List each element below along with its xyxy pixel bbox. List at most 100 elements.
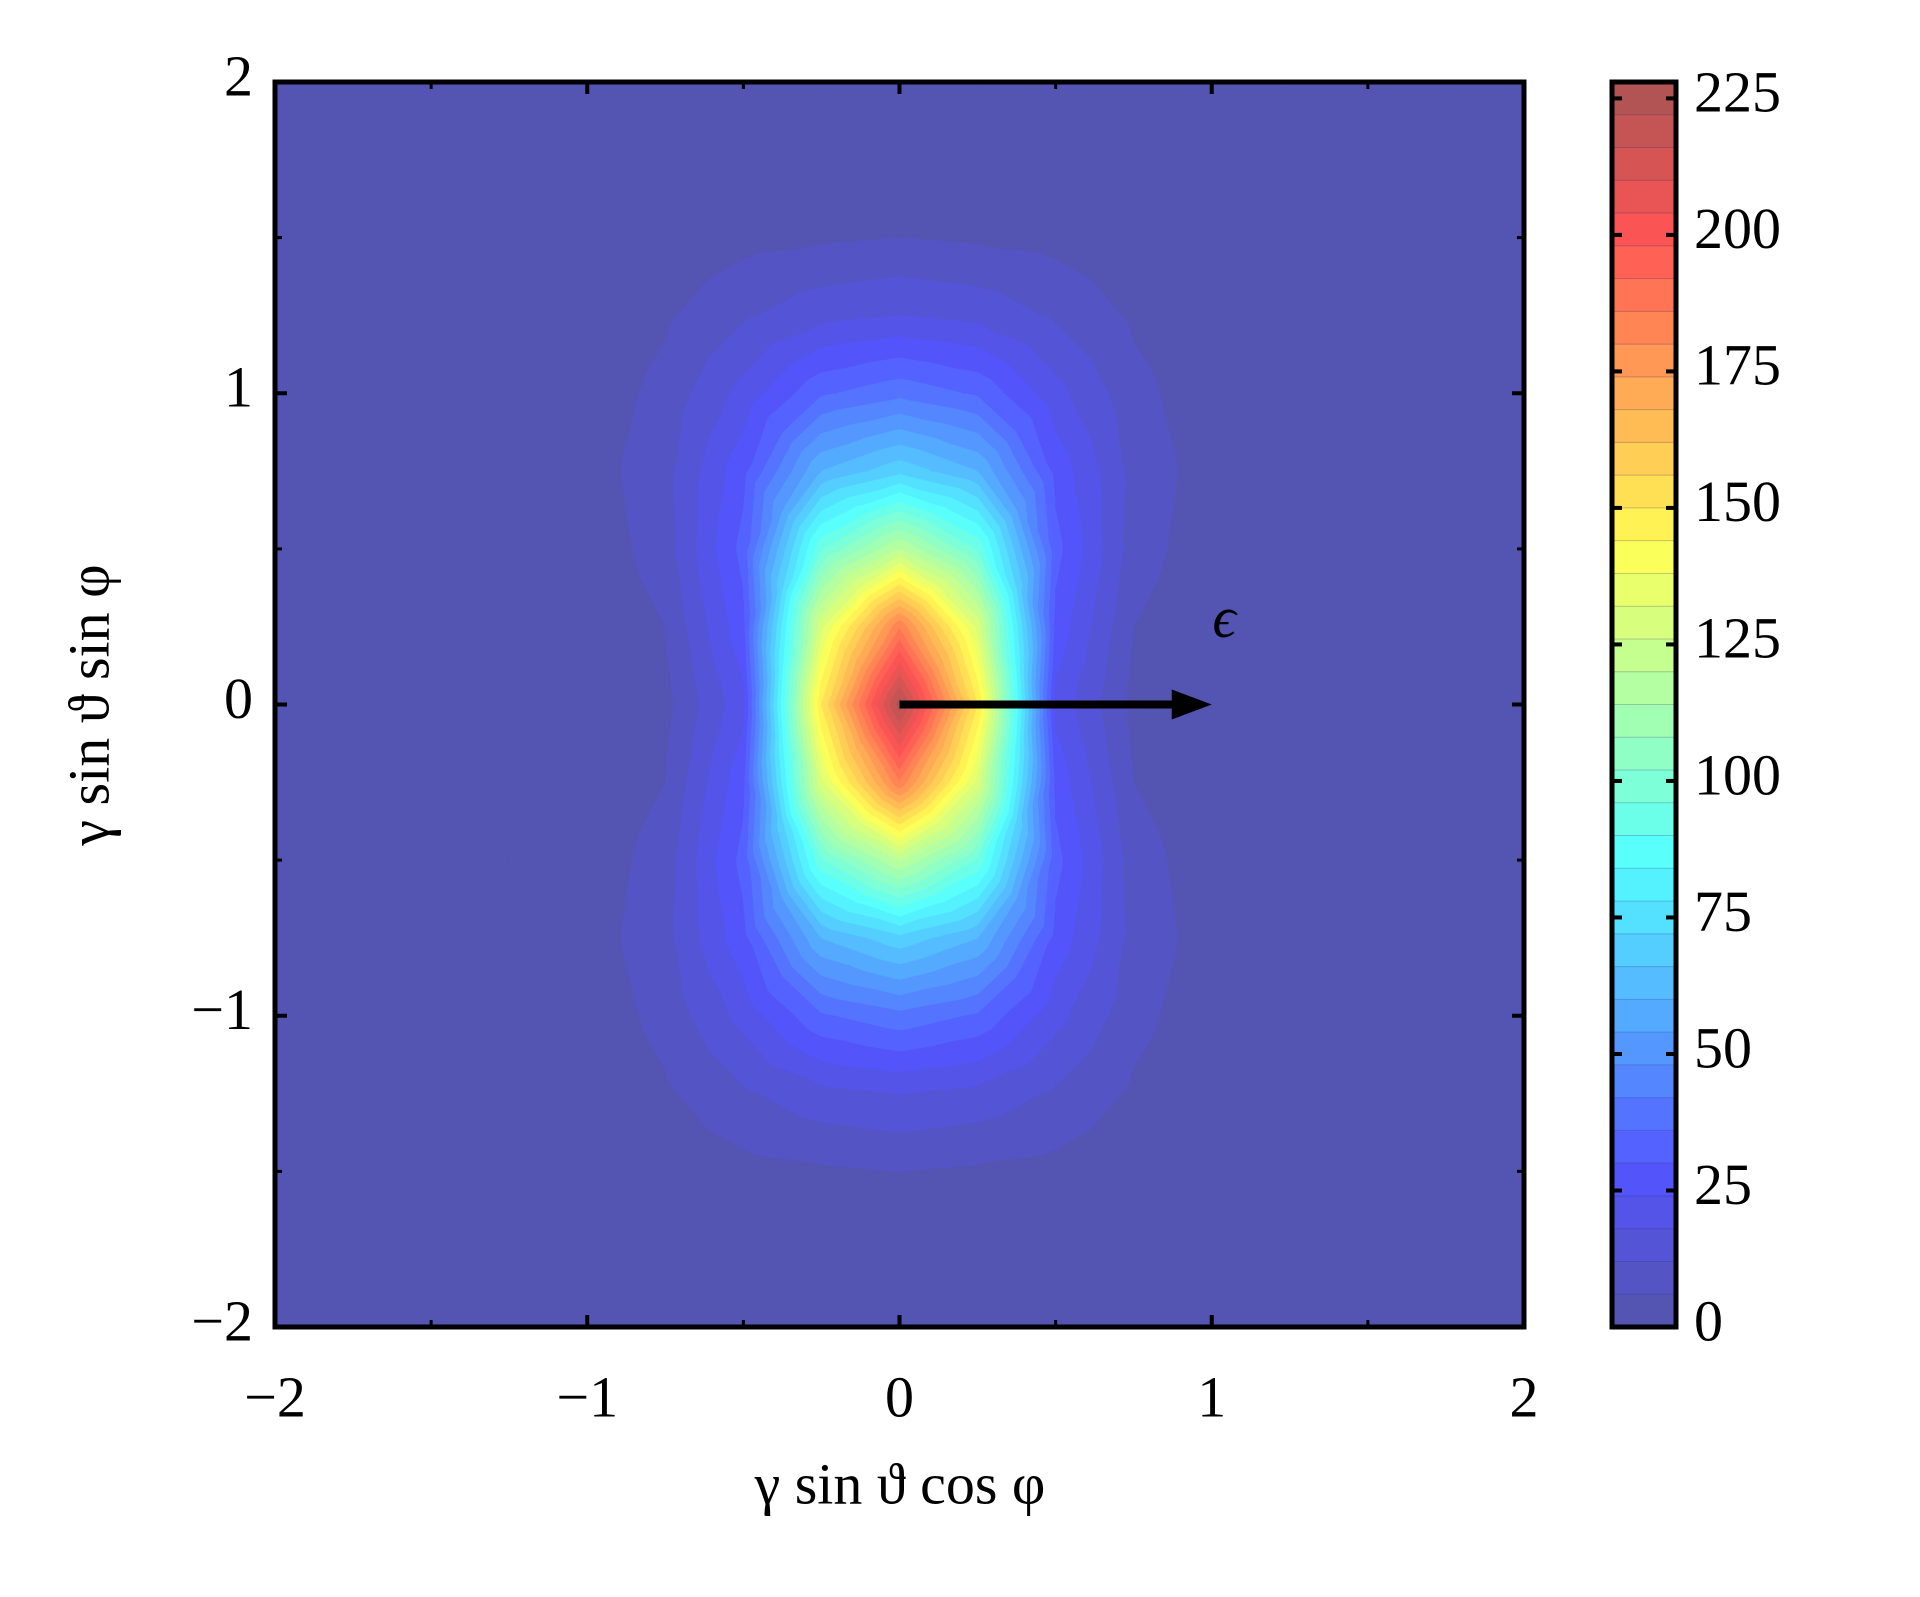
colorbar-band [1611,1195,1677,1230]
contour-cell [1055,1248,1096,1328]
contour-cell [508,859,549,939]
colorbar-band [1611,278,1677,312]
contour-cell [742,859,756,936]
contour-cell [1055,547,1062,588]
contour-cell [742,547,751,626]
contour-cell [742,1248,783,1328]
contour-cell [664,236,705,317]
contour-cell [852,660,862,674]
contour-cell [430,703,471,784]
contour-cell [1289,81,1330,161]
colorbar-tick-label: 175 [1694,333,1781,398]
contour-cell [899,336,940,364]
contour-cell [821,1248,862,1328]
contour-cell [352,470,393,550]
x-tick-label: 0 [885,1364,914,1429]
contour-cell [508,81,549,161]
contour-cell [1367,936,1408,1017]
x-tick-label: −2 [244,1364,306,1429]
contour-cell [1133,859,1174,939]
contour-cell [977,625,992,695]
contour-cell [899,81,940,161]
colorbar-tick-label: 25 [1694,1152,1752,1217]
contour-cell [977,617,981,628]
contour-cell [1289,781,1330,862]
contour-cell [352,703,393,784]
colorbar-tick-label: 125 [1694,606,1781,671]
contour-cell [1367,1014,1408,1095]
contour-cell [742,1014,783,1066]
contour-cell [1055,821,1062,862]
contour-cell [1055,1014,1065,1035]
contour-cell [430,158,471,239]
contour-cell [1445,1014,1486,1095]
contour-cell [1445,936,1486,1017]
contour-cell [742,252,783,317]
contour-cell [1367,1248,1408,1328]
contour-cell [508,703,549,784]
colorbar-band [1611,147,1677,181]
contour-cell [352,81,393,161]
contour-cell [586,81,627,161]
contour-cell [977,936,988,958]
contour-cell [430,625,471,706]
colorbar-band [1611,343,1677,378]
colorbar-band [1611,1228,1677,1262]
colorbar-band [1611,999,1677,1033]
contour-cell [1367,314,1408,395]
contour-cell [430,547,471,628]
contour-cell [696,891,705,908]
contour-cell [690,731,705,758]
contour-cell [508,1014,549,1095]
colorbar-band [1611,442,1677,476]
contour-cell [586,547,627,628]
contour-cell [821,506,862,539]
contour-cell [352,1248,393,1328]
colorbar-band [1611,671,1677,705]
contour-cell [821,443,849,473]
contour-cell [352,158,393,239]
colorbar-band [1611,179,1677,214]
contour-cell [1211,859,1252,939]
contour-cell [1211,314,1252,395]
colorbar-tick-label: 0 [1694,1288,1723,1353]
contour-cell [1289,547,1330,628]
contour-cell [508,314,549,395]
x-tick-label: −1 [556,1364,618,1429]
contour-cell [821,243,862,288]
contour-cell [1055,470,1082,544]
contour-cell [352,1014,393,1095]
contour-cell [977,286,1001,317]
contour-cell [1055,936,1070,978]
contour-cell [1133,158,1174,239]
contour-cell [586,625,627,706]
contour-cell [1055,859,1063,900]
colorbar-tick-label: 50 [1694,1015,1752,1080]
contour-cell [352,547,393,628]
contour-cell [1445,1170,1486,1251]
contour-cell [1289,859,1330,939]
contour-cell [1211,703,1252,784]
colorbar-band [1611,114,1677,148]
contour-cell [1055,158,1096,239]
contour-cell [1211,936,1252,1017]
contour-cell [1445,81,1486,161]
contour-cell [1055,509,1063,550]
contour-cell [1367,158,1408,239]
contour-cell [1289,1170,1330,1251]
colorbar-band [1611,638,1677,673]
contour-cell [1055,81,1096,161]
contour-cell [690,651,705,678]
y-tick-label: −2 [191,1288,253,1353]
contour-cell [508,1092,549,1173]
contour-cell [430,936,471,1017]
contour-cell [1211,1092,1252,1173]
contour-cell [696,501,705,518]
contour-cell [1133,1092,1174,1173]
contour-cell [899,1014,913,1031]
contour-cell [1133,392,1171,473]
contour-cell [821,1014,848,1042]
contour-cell [1133,1014,1154,1070]
colorbar-band [1611,81,1677,116]
contour-cell [977,81,1018,161]
